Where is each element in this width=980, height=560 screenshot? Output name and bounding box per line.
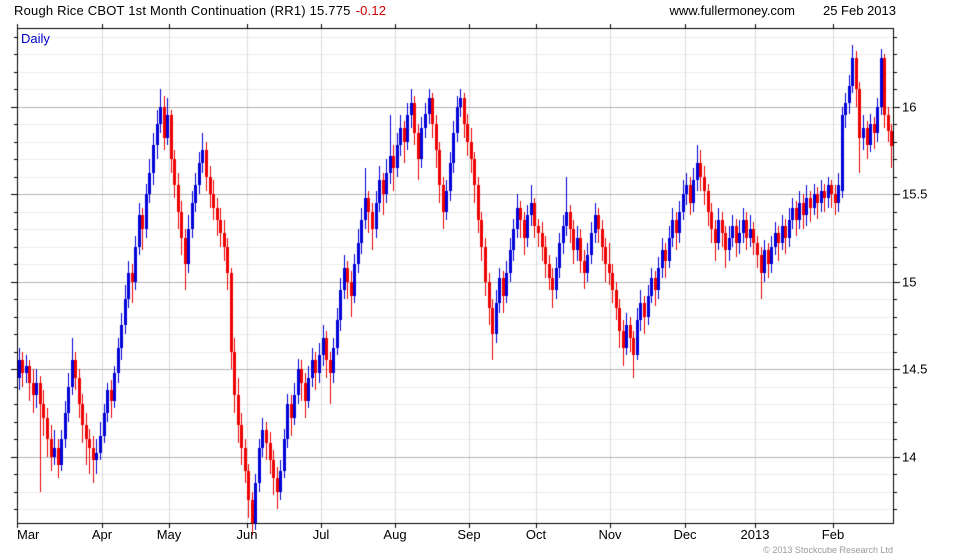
chart-window: { "header": { "title": "Rough Rice CBOT … (0, 0, 980, 560)
price-chart-canvas (0, 0, 980, 560)
